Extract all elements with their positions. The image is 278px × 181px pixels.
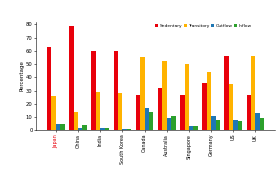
Bar xyxy=(91,51,96,130)
Bar xyxy=(74,112,78,130)
Bar xyxy=(136,94,140,130)
Bar xyxy=(122,129,127,130)
Bar xyxy=(56,124,60,130)
Bar xyxy=(96,92,100,130)
Bar xyxy=(167,118,171,130)
Bar xyxy=(140,58,145,130)
Bar xyxy=(78,128,83,130)
Bar xyxy=(47,47,51,130)
Bar xyxy=(202,83,207,130)
Bar xyxy=(158,88,162,130)
Bar xyxy=(60,124,65,130)
Bar xyxy=(185,64,189,130)
Bar xyxy=(105,128,109,130)
Bar xyxy=(145,108,149,130)
Bar xyxy=(83,125,87,130)
Bar xyxy=(255,113,260,130)
Bar xyxy=(207,72,211,130)
Bar xyxy=(127,129,131,130)
Bar xyxy=(180,94,185,130)
Bar xyxy=(229,84,233,130)
Bar xyxy=(189,126,193,130)
Y-axis label: Percentage: Percentage xyxy=(19,61,24,91)
Bar xyxy=(193,126,198,130)
Bar xyxy=(69,26,74,130)
Bar xyxy=(211,116,215,130)
Bar xyxy=(162,62,167,130)
Legend: Sedentary, Transitory, Outflow, Inflow: Sedentary, Transitory, Outflow, Inflow xyxy=(155,24,252,28)
Bar xyxy=(215,120,220,130)
Bar xyxy=(149,112,153,130)
Bar xyxy=(247,94,251,130)
Bar xyxy=(260,118,264,130)
Bar xyxy=(233,120,238,130)
Bar xyxy=(171,116,176,130)
Bar xyxy=(238,121,242,130)
Bar xyxy=(251,56,255,130)
Bar xyxy=(118,93,122,130)
Bar xyxy=(224,56,229,130)
Bar xyxy=(51,96,56,130)
Bar xyxy=(100,128,105,130)
Bar xyxy=(113,51,118,130)
